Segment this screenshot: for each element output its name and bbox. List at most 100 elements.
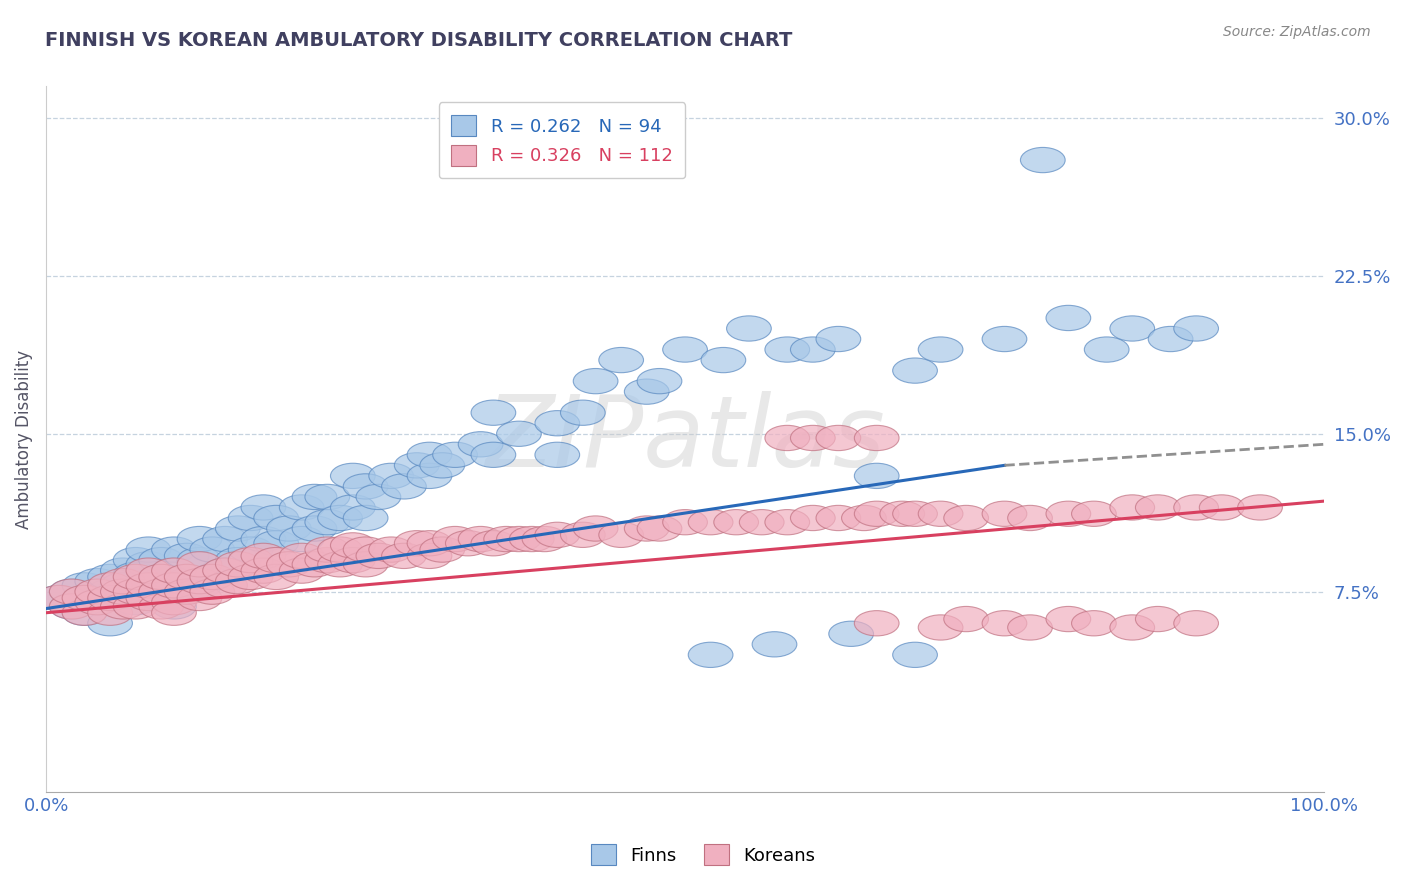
Ellipse shape xyxy=(62,585,107,611)
Ellipse shape xyxy=(855,463,898,489)
Ellipse shape xyxy=(114,548,157,573)
Ellipse shape xyxy=(37,585,82,611)
Ellipse shape xyxy=(1084,337,1129,362)
Ellipse shape xyxy=(574,516,619,541)
Ellipse shape xyxy=(202,573,247,598)
Ellipse shape xyxy=(280,543,325,568)
Ellipse shape xyxy=(165,579,209,604)
Ellipse shape xyxy=(127,577,170,602)
Ellipse shape xyxy=(87,573,132,598)
Ellipse shape xyxy=(574,368,619,393)
Ellipse shape xyxy=(152,590,197,615)
Ellipse shape xyxy=(228,565,273,590)
Ellipse shape xyxy=(75,568,120,594)
Ellipse shape xyxy=(215,551,260,577)
Ellipse shape xyxy=(330,463,375,489)
Ellipse shape xyxy=(177,526,222,551)
Ellipse shape xyxy=(534,410,579,436)
Ellipse shape xyxy=(624,516,669,541)
Ellipse shape xyxy=(215,516,260,541)
Ellipse shape xyxy=(1046,607,1091,632)
Ellipse shape xyxy=(139,568,184,594)
Ellipse shape xyxy=(983,326,1026,351)
Legend: R = 0.262   N = 94, R = 0.326   N = 112: R = 0.262 N = 94, R = 0.326 N = 112 xyxy=(439,103,685,178)
Ellipse shape xyxy=(815,326,860,351)
Ellipse shape xyxy=(943,506,988,531)
Ellipse shape xyxy=(240,526,285,551)
Ellipse shape xyxy=(177,585,222,611)
Ellipse shape xyxy=(165,565,209,590)
Ellipse shape xyxy=(165,543,209,568)
Ellipse shape xyxy=(1046,305,1091,331)
Ellipse shape xyxy=(152,594,197,619)
Ellipse shape xyxy=(381,474,426,499)
Ellipse shape xyxy=(87,611,132,636)
Ellipse shape xyxy=(561,401,605,425)
Ellipse shape xyxy=(280,526,325,551)
Ellipse shape xyxy=(855,611,898,636)
Text: Source: ZipAtlas.com: Source: ZipAtlas.com xyxy=(1223,25,1371,39)
Ellipse shape xyxy=(152,573,197,598)
Ellipse shape xyxy=(394,531,439,556)
Ellipse shape xyxy=(855,425,898,450)
Ellipse shape xyxy=(918,501,963,526)
Ellipse shape xyxy=(381,543,426,568)
Ellipse shape xyxy=(62,600,107,625)
Ellipse shape xyxy=(624,379,669,404)
Ellipse shape xyxy=(75,579,120,604)
Ellipse shape xyxy=(100,579,145,604)
Ellipse shape xyxy=(330,495,375,520)
Ellipse shape xyxy=(368,463,413,489)
Ellipse shape xyxy=(408,463,451,489)
Ellipse shape xyxy=(599,522,644,548)
Ellipse shape xyxy=(228,537,273,562)
Ellipse shape xyxy=(484,526,529,551)
Ellipse shape xyxy=(689,642,733,667)
Ellipse shape xyxy=(1174,611,1219,636)
Ellipse shape xyxy=(100,558,145,583)
Ellipse shape xyxy=(855,501,898,526)
Ellipse shape xyxy=(305,509,350,535)
Ellipse shape xyxy=(49,594,94,619)
Ellipse shape xyxy=(114,594,157,619)
Ellipse shape xyxy=(152,600,197,625)
Ellipse shape xyxy=(765,337,810,362)
Ellipse shape xyxy=(139,585,184,611)
Ellipse shape xyxy=(408,531,451,556)
Text: ZIPatlas: ZIPatlas xyxy=(485,391,884,488)
Ellipse shape xyxy=(114,565,157,590)
Ellipse shape xyxy=(522,526,567,551)
Ellipse shape xyxy=(420,537,464,562)
Ellipse shape xyxy=(828,621,873,647)
Ellipse shape xyxy=(240,543,285,568)
Ellipse shape xyxy=(1174,495,1219,520)
Ellipse shape xyxy=(983,611,1026,636)
Ellipse shape xyxy=(1237,495,1282,520)
Ellipse shape xyxy=(471,531,516,556)
Ellipse shape xyxy=(240,558,285,583)
Ellipse shape xyxy=(87,579,132,604)
Ellipse shape xyxy=(343,506,388,531)
Ellipse shape xyxy=(215,568,260,594)
Ellipse shape xyxy=(87,565,132,590)
Ellipse shape xyxy=(152,537,197,562)
Ellipse shape xyxy=(165,568,209,594)
Ellipse shape xyxy=(1021,147,1066,173)
Ellipse shape xyxy=(356,484,401,509)
Ellipse shape xyxy=(1174,316,1219,341)
Ellipse shape xyxy=(190,579,235,604)
Ellipse shape xyxy=(433,442,478,467)
Ellipse shape xyxy=(114,562,157,588)
Ellipse shape xyxy=(408,442,451,467)
Ellipse shape xyxy=(637,368,682,393)
Ellipse shape xyxy=(458,526,503,551)
Ellipse shape xyxy=(983,501,1026,526)
Ellipse shape xyxy=(1109,495,1154,520)
Ellipse shape xyxy=(228,506,273,531)
Ellipse shape xyxy=(433,526,478,551)
Ellipse shape xyxy=(152,579,197,604)
Ellipse shape xyxy=(254,548,298,573)
Ellipse shape xyxy=(880,501,925,526)
Ellipse shape xyxy=(943,607,988,632)
Ellipse shape xyxy=(330,548,375,573)
